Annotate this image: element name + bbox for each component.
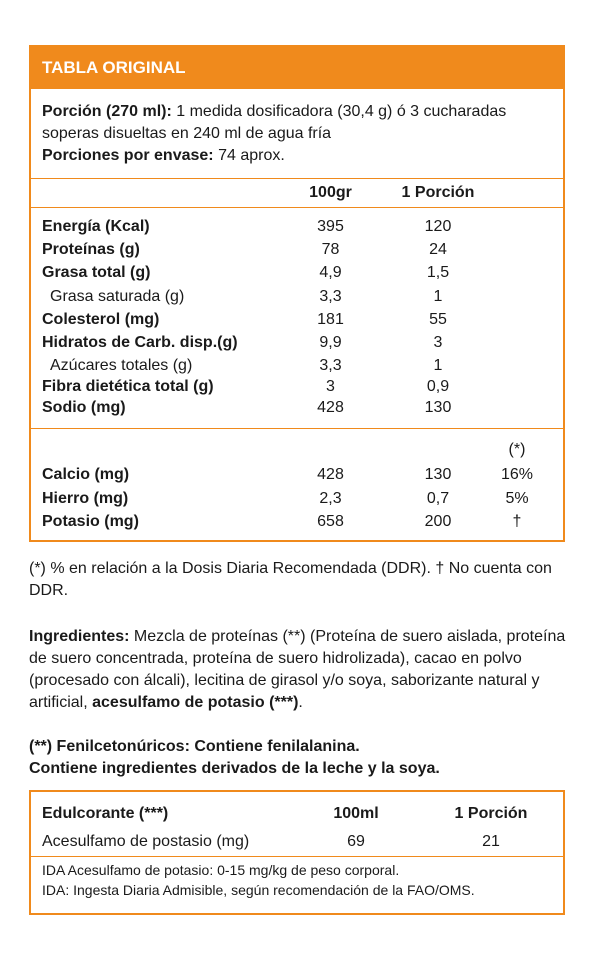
nutrient-value-portion: 1 <box>433 357 443 374</box>
nutrient-name: Sodio (mg) <box>42 399 126 416</box>
mineral-value-portion: 0,7 <box>426 490 450 507</box>
mineral-value-portion: 200 <box>424 513 452 530</box>
serving-info: Porción (270 ml): 1 medida dosificadora … <box>42 101 555 167</box>
ddr-column-header: (*) <box>508 441 526 458</box>
nutrition-table: TABLA ORIGINAL Porción (270 ml): 1 medid… <box>29 45 565 542</box>
column-header-portion: 1 Porción <box>401 184 475 201</box>
nutrient-value-100gr: 428 <box>317 399 344 416</box>
ida-note-2: IDA: Ingesta Diaria Admisible, según rec… <box>42 882 475 898</box>
mineral-ddr: † <box>512 513 522 530</box>
mineral-value-100gr: 428 <box>317 466 344 483</box>
mineral-name: Hierro (mg) <box>42 490 129 507</box>
sweetener-table: Edulcorante (***) 100ml 1 Porción Acesul… <box>29 790 565 915</box>
nutrient-name: Grasa saturada (g) <box>50 288 185 305</box>
servings-per-container-value: 74 aprox. <box>213 147 285 164</box>
column-header-100gr: 100gr <box>309 184 352 201</box>
sweetener-row-portion: 21 <box>482 833 500 850</box>
nutrient-name: Azúcares totales (g) <box>50 357 193 374</box>
sweetener-header-portion: 1 Porción <box>454 805 528 822</box>
nutrient-value-portion: 120 <box>424 218 452 235</box>
nutrient-name: Fibra dietética total (g) <box>42 378 214 395</box>
nutrient-value-portion: 3 <box>433 334 443 351</box>
nutrient-value-100gr: 3,3 <box>319 288 342 305</box>
nutrient-value-100gr: 181 <box>317 311 344 328</box>
nutrient-value-100gr: 3,3 <box>319 357 342 374</box>
warning-phenylketonurics: (**) Fenilcetonúricos: Contiene fenilala… <box>29 738 360 755</box>
mineral-name: Calcio (mg) <box>42 466 130 483</box>
warning-allergens: Contiene ingredientes derivados de la le… <box>29 760 440 777</box>
nutrient-name: Energía (Kcal) <box>42 218 150 235</box>
nutrient-value-100gr: 9,9 <box>319 334 342 351</box>
ingredients-label: Ingredientes: <box>29 628 130 645</box>
ingredients-sweetener: acesulfamo de potasio (***) <box>92 694 299 711</box>
nutrient-value-portion: 55 <box>429 311 447 328</box>
divider <box>31 428 563 429</box>
divider <box>31 207 563 208</box>
nutrient-value-portion: 130 <box>424 399 452 416</box>
nutrient-name: Hidratos de Carb. disp.(g) <box>42 334 238 351</box>
serving-text: 1 medida dosificadora (30,4 g) ó 3 cucha… <box>42 103 507 142</box>
sweetener-row-100ml: 69 <box>347 833 365 850</box>
mineral-ddr: 16% <box>500 466 534 483</box>
divider <box>31 856 563 857</box>
nutrient-value-portion: 24 <box>429 241 447 258</box>
mineral-ddr: 5% <box>505 490 529 507</box>
ingredients: Ingredientes: Mezcla de proteínas (**) (… <box>29 626 569 714</box>
nutrient-name: Colesterol (mg) <box>42 311 160 328</box>
mineral-value-portion: 130 <box>424 466 452 483</box>
table-title: TABLA ORIGINAL <box>31 47 563 89</box>
nutrient-value-portion: 1,5 <box>426 264 450 281</box>
nutrient-name: Proteínas (g) <box>42 241 140 258</box>
ida-note-1: IDA Acesulfamo de potasio: 0-15 mg/kg de… <box>42 862 400 878</box>
divider <box>31 178 563 179</box>
mineral-value-100gr: 2,3 <box>319 490 342 507</box>
mineral-value-100gr: 658 <box>317 513 344 530</box>
nutrient-value-portion: 1 <box>433 288 443 305</box>
sweetener-header-100ml: 100ml <box>333 805 379 822</box>
nutrient-value-portion: 0,9 <box>426 378 450 395</box>
servings-per-container-label: Porciones por envase: <box>42 147 214 164</box>
nutrient-value-100gr: 78 <box>321 241 340 258</box>
ingredients-text: Mezcla de proteínas (**) (Proteína de su… <box>29 628 566 711</box>
sweetener-header-label: Edulcorante (***) <box>42 805 169 822</box>
nutrient-value-100gr: 395 <box>317 218 344 235</box>
serving-label: Porción (270 ml): <box>42 103 172 120</box>
mineral-name: Potasio (mg) <box>42 513 139 530</box>
nutrient-value-100gr: 4,9 <box>319 264 342 281</box>
nutrient-value-100gr: 3 <box>326 378 335 395</box>
ddr-footnote: (*) % en relación a la Dosis Diaria Reco… <box>29 560 552 599</box>
ingredients-end: . <box>298 694 303 711</box>
nutrient-name: Grasa total (g) <box>42 264 151 281</box>
sweetener-row-name: Acesulfamo de postasio (mg) <box>42 833 250 850</box>
